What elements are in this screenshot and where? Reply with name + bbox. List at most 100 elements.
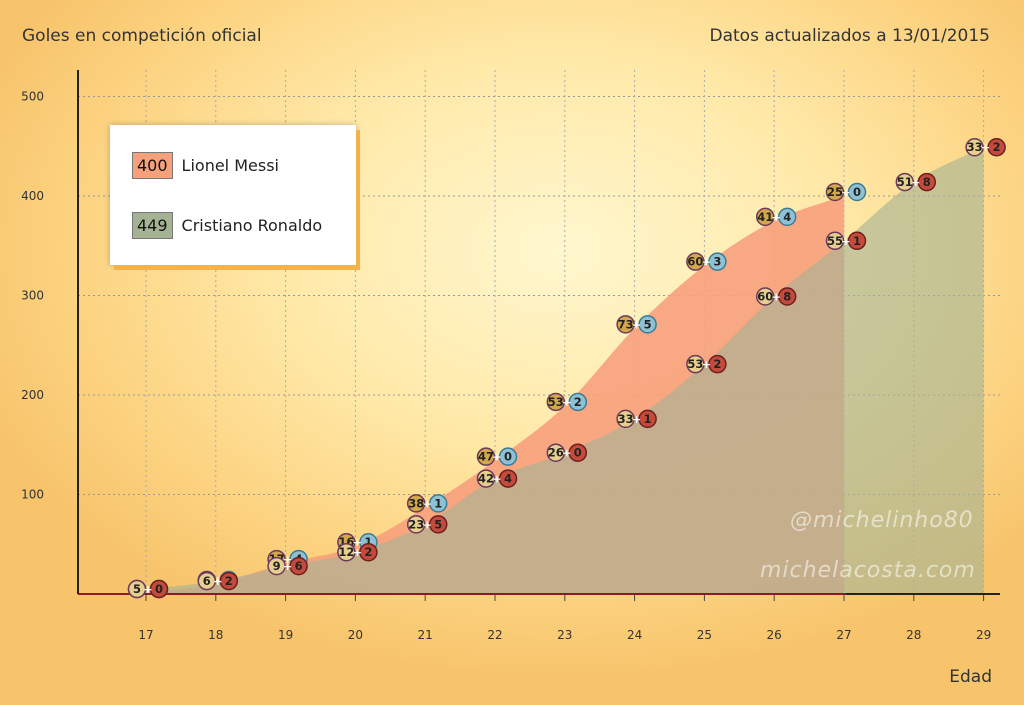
badge-league-messi-23 (546, 392, 566, 412)
season-plus-messi-17: + (143, 583, 152, 596)
badge-cup-ronaldo-27 (847, 231, 867, 251)
season-goals-ronaldo-26: 60 (757, 289, 773, 303)
badge-league-messi-24 (616, 315, 635, 334)
season-extra-ronaldo-17: 0 (155, 582, 163, 596)
badge-league-messi-25 (686, 252, 705, 271)
season-goals-ronaldo-27: 55 (827, 234, 843, 248)
badge-league-messi-27 (825, 182, 845, 202)
season-extra-messi-25: 3 (713, 255, 721, 269)
badge-league-ronaldo-27 (825, 231, 845, 251)
watermark-handle: @michelinho80 (790, 508, 974, 533)
badge-cup-ronaldo-18 (219, 571, 239, 591)
legend-name-ronaldo: Cristiano Ronaldo (181, 216, 323, 235)
season-goals-ronaldo-24: 33 (618, 412, 634, 426)
x-tick-label-24: 24 (627, 628, 642, 642)
y-tick-label-200: 200 (21, 388, 44, 402)
badge-league-ronaldo-21 (406, 515, 426, 534)
x-tick-label-19: 19 (278, 628, 293, 642)
season-extra-messi-20: 1 (364, 535, 372, 549)
badge-cup-messi-22 (498, 447, 518, 466)
badge-league-ronaldo-29 (965, 137, 984, 157)
x-tick-label-28: 28 (906, 628, 921, 642)
badge-league-messi-22 (476, 447, 496, 466)
season-plus-ronaldo-29: + (981, 141, 990, 154)
season-plus-ronaldo-22: + (492, 473, 501, 486)
badge-league-ronaldo-17 (127, 579, 147, 599)
badge-cup-ronaldo-29 (987, 137, 1006, 157)
season-extra-messi-27: 0 (853, 185, 861, 199)
season-extra-messi-22: 0 (504, 450, 512, 464)
badge-cup-ronaldo-21 (428, 515, 448, 534)
season-goals-messi-22: 47 (478, 450, 494, 464)
season-goals-ronaldo-22: 42 (478, 472, 494, 486)
badge-league-messi-26 (755, 207, 775, 227)
badge-league-ronaldo-24 (616, 409, 635, 429)
x-tick-label-23: 23 (557, 628, 572, 642)
season-extra-ronaldo-20: 2 (364, 545, 372, 559)
x-tick-label-18: 18 (208, 628, 223, 642)
season-extra-messi-24: 5 (644, 317, 652, 331)
legend-total-messi: 400 (132, 152, 173, 179)
watermark-site: michelacosta.com (760, 558, 976, 583)
y-tick-label-400: 400 (21, 189, 44, 203)
season-extra-messi-21: 1 (434, 496, 442, 510)
season-plus-ronaldo-23: + (562, 447, 571, 460)
season-goals-ronaldo-25: 53 (687, 357, 703, 371)
season-goals-ronaldo-18: 6 (203, 574, 211, 588)
season-goals-ronaldo-21: 23 (408, 517, 424, 531)
season-goals-messi-27: 25 (827, 185, 843, 199)
legend: 400 Lionel Messi 449 Cristiano Ronaldo (110, 125, 356, 265)
badge-cup-ronaldo-25 (708, 354, 727, 374)
season-goals-messi-23: 53 (548, 395, 564, 409)
season-plus-messi-25: + (702, 256, 711, 269)
season-goals-ronaldo-23: 26 (548, 446, 564, 460)
season-plus-ronaldo-27: + (841, 235, 850, 248)
legend-item-ronaldo: 449 Cristiano Ronaldo (132, 212, 322, 239)
season-plus-messi-23: + (562, 396, 571, 409)
season-plus-messi-18: + (213, 574, 222, 587)
season-plus-ronaldo-24: + (632, 413, 641, 426)
badge-league-ronaldo-25 (686, 354, 705, 374)
season-extra-ronaldo-18: 2 (225, 574, 233, 588)
x-tick-label-22: 22 (487, 628, 502, 642)
season-plus-ronaldo-19: + (283, 560, 292, 573)
x-tick-label-21: 21 (418, 628, 433, 642)
badge-cup-ronaldo-19 (289, 556, 308, 576)
season-plus-messi-26: + (772, 211, 781, 224)
badge-cup-messi-26 (777, 207, 797, 227)
badge-cup-messi-21 (428, 494, 448, 513)
area-ronaldo (146, 147, 984, 594)
legend-item-messi: 400 Lionel Messi (132, 152, 279, 179)
x-tick-label-25: 25 (697, 628, 712, 642)
season-extra-ronaldo-27: 1 (853, 234, 861, 248)
season-extra-ronaldo-26: 8 (783, 289, 791, 303)
badge-cup-ronaldo-24 (638, 409, 657, 429)
season-goals-ronaldo-19: 9 (273, 559, 281, 573)
season-extra-ronaldo-25: 2 (713, 357, 721, 371)
season-plus-ronaldo-17: + (143, 583, 152, 596)
update-date: Datos actualizados a 13/01/2015 (709, 26, 991, 46)
season-goals-messi-25: 60 (687, 255, 703, 269)
season-goals-messi-26: 41 (757, 210, 773, 224)
season-extra-ronaldo-22: 4 (504, 472, 512, 486)
badge-league-ronaldo-20 (337, 542, 356, 562)
badge-cup-messi-25 (708, 252, 727, 271)
season-extra-messi-26: 4 (783, 210, 791, 224)
badge-league-ronaldo-18 (197, 571, 217, 591)
season-plus-messi-22: + (492, 451, 501, 464)
badge-league-ronaldo-26 (755, 287, 775, 306)
y-tick-label-100: 100 (21, 488, 44, 502)
badge-league-ronaldo-28 (895, 172, 915, 192)
season-extra-ronaldo-24: 1 (644, 412, 652, 426)
badge-cup-ronaldo-20 (359, 542, 378, 562)
season-plus-messi-19: + (283, 553, 292, 566)
badge-league-messi-21 (406, 494, 426, 513)
badge-league-ronaldo-22 (476, 469, 496, 488)
season-plus-messi-21: + (423, 497, 432, 510)
season-goals-ronaldo-28: 51 (897, 175, 913, 189)
badge-cup-messi-23 (568, 392, 588, 412)
legend-name-messi: Lionel Messi (181, 156, 279, 175)
badge-cup-messi-27 (847, 182, 867, 202)
badge-cup-ronaldo-17 (149, 579, 169, 599)
